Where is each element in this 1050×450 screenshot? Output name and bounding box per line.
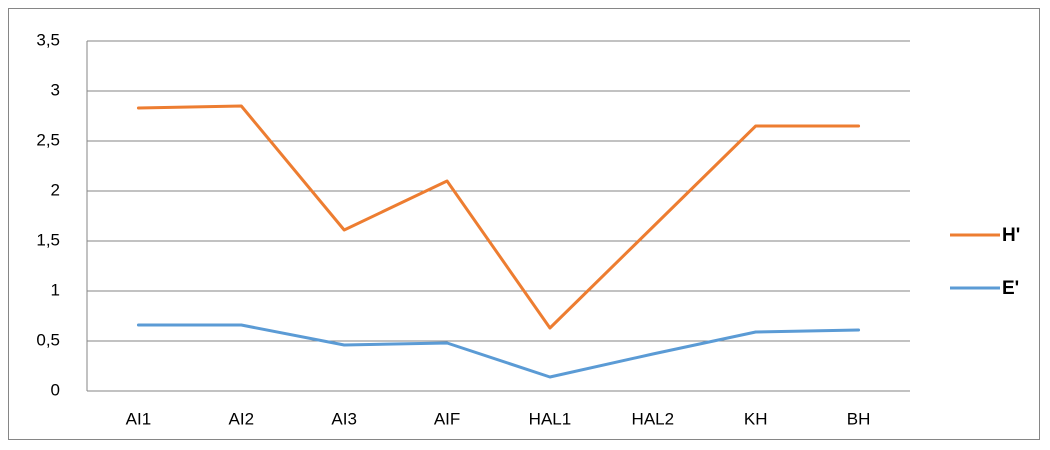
y-tick-label: 0,5 [36, 330, 60, 349]
legend-label: E' [1002, 278, 1019, 299]
x-tick-label: HAL1 [529, 409, 572, 428]
chart-border [8, 8, 1040, 440]
x-tick-label: KH [744, 409, 768, 428]
y-tick-label: 1 [51, 280, 60, 299]
data-line [136, 104, 861, 330]
y-tick-label: 2,5 [36, 130, 60, 149]
y-tick-label: 3,5 [36, 30, 60, 49]
x-tick-label: BH [847, 409, 871, 428]
y-tick-label: 3 [51, 80, 60, 99]
x-tick-label: AI2 [229, 409, 255, 428]
x-tick-label: HAL2 [632, 409, 675, 428]
legend-label: H' [1002, 225, 1020, 246]
x-tick-label: AI1 [126, 409, 152, 428]
data-line [136, 323, 861, 379]
y-tick-label: 2 [51, 180, 60, 199]
x-tick-label: AI3 [331, 409, 357, 428]
x-tick-label: AIF [434, 409, 460, 428]
y-tick-label: 1,5 [36, 230, 60, 249]
y-tick-label: 0 [51, 380, 60, 399]
